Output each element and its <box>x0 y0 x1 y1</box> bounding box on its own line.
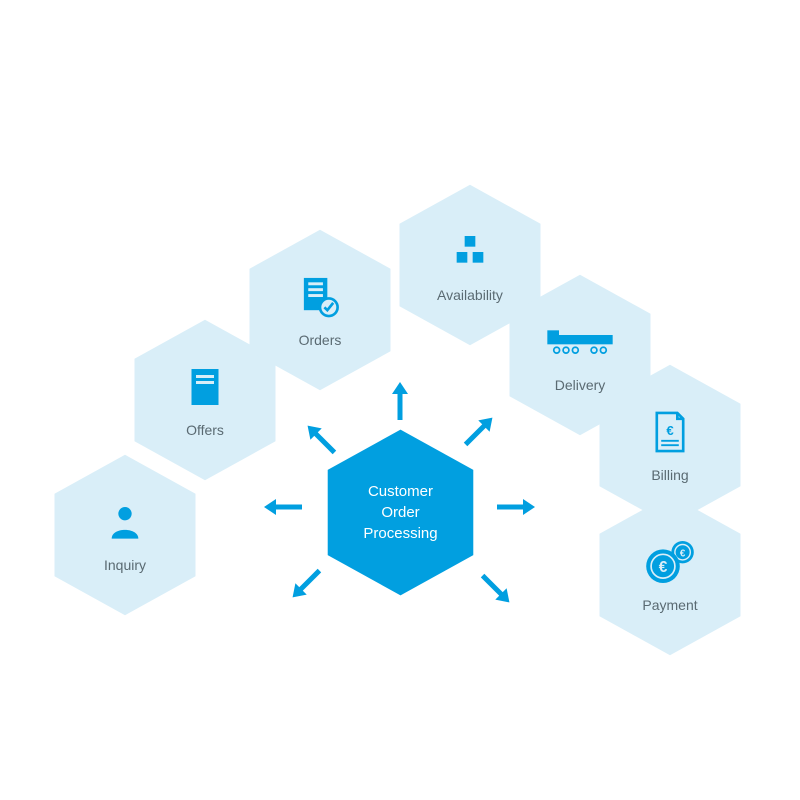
arrow-down-left <box>285 563 327 605</box>
diagram-canvas: Inquiry Offers <box>0 0 800 800</box>
arrow-up-left <box>300 418 342 460</box>
hex-payment: € € Payment <box>595 490 745 660</box>
hex-label: Orders <box>299 332 342 348</box>
arrow-up <box>385 380 415 422</box>
arrow-up-right <box>458 410 500 452</box>
hex-orders: Orders <box>245 225 395 395</box>
coins-icon: € € <box>642 537 698 587</box>
blocks-icon <box>445 227 495 277</box>
invoice-icon: € <box>645 407 695 457</box>
hex-label: Delivery <box>555 377 606 393</box>
hex-label: Offers <box>186 422 224 438</box>
person-icon <box>100 497 150 547</box>
center-label: Customer Order Processing <box>363 481 437 544</box>
hex-center: Customer Order Processing <box>323 425 478 600</box>
document-icon <box>180 362 230 412</box>
doc-check-icon <box>295 272 345 322</box>
svg-text:€: € <box>666 423 674 438</box>
svg-text:€: € <box>659 559 668 576</box>
arrow-right <box>495 492 537 522</box>
hex-label: Payment <box>642 597 697 613</box>
hex-label: Billing <box>651 467 688 483</box>
arrow-left <box>262 492 304 522</box>
hex-label: Inquiry <box>104 557 146 573</box>
truck-icon <box>545 317 615 367</box>
svg-text:€: € <box>680 548 686 559</box>
hex-label: Availability <box>437 287 503 303</box>
arrow-down-right <box>475 568 517 610</box>
